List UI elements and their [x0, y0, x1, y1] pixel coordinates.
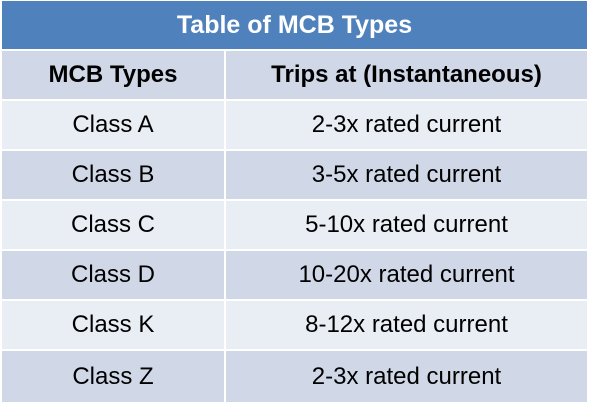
- mcb-type-cell: Class A: [2, 101, 226, 149]
- table-row: Class C 5-10x rated current: [2, 201, 587, 251]
- column-header-mcb-types: MCB Types: [2, 51, 226, 99]
- table-row: Class B 3-5x rated current: [2, 151, 587, 201]
- mcb-type-cell: Class Z: [2, 351, 226, 402]
- table-row: Class D 10-20x rated current: [2, 251, 587, 301]
- table-row: Class Z 2-3x rated current: [2, 351, 587, 402]
- mcb-types-table: Table of MCB Types MCB Types Trips at (I…: [1, 0, 588, 403]
- mcb-type-cell: Class D: [2, 251, 226, 299]
- table-row: Class A 2-3x rated current: [2, 101, 587, 151]
- mcb-type-cell: Class C: [2, 201, 226, 249]
- trip-range-cell: 8-12x rated current: [305, 311, 508, 338]
- trip-range-cell: 5-10x rated current: [305, 211, 508, 238]
- mcb-type-cell: Class K: [2, 301, 226, 349]
- mcb-type-cell: Class B: [2, 151, 226, 199]
- trip-range-cell: 3-5x rated current: [311, 161, 502, 188]
- column-header-trips-at: Trips at (Instantaneous): [271, 61, 542, 88]
- table-row: Class K 8-12x rated current: [2, 301, 587, 351]
- trip-range-cell: 2-3x rated current: [311, 111, 502, 138]
- table-title: Table of MCB Types: [2, 1, 587, 51]
- trip-range-cell: 2-3x rated current: [311, 362, 502, 390]
- table-header-row: MCB Types Trips at (Instantaneous): [2, 51, 587, 101]
- trip-range-cell: 10-20x rated current: [298, 261, 515, 288]
